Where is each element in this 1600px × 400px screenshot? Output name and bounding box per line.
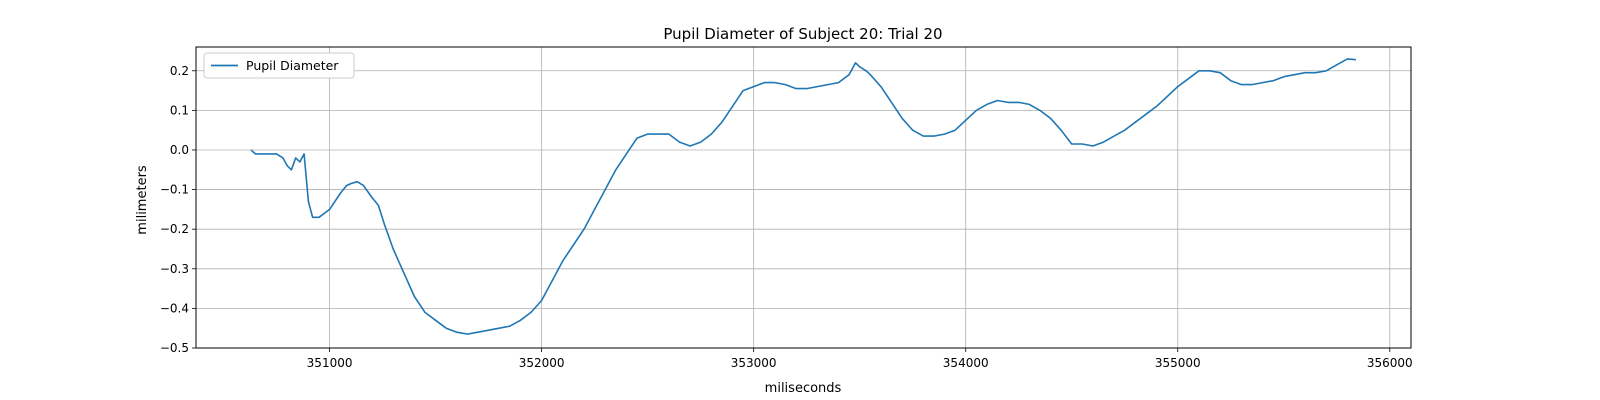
- y-tick-label: 0.2: [170, 64, 189, 78]
- y-tick-label: −0.2: [160, 222, 189, 236]
- y-axis-label: milimeters: [135, 165, 150, 235]
- x-tick-label: 354000: [943, 356, 989, 370]
- y-axis-ticks: −0.5 −0.4 −0.3 −0.2 −0.1 0.0 0.1 0.2: [160, 64, 196, 355]
- y-tick-label: 0.0: [170, 143, 189, 157]
- plot-area-frame: [195, 46, 1412, 349]
- chart-title: Pupil Diameter of Subject 20: Trial 20: [663, 25, 942, 43]
- series-lines: [250, 58, 1356, 335]
- legend: Pupil Diameter: [203, 52, 355, 79]
- x-tick-label: 356000: [1367, 356, 1413, 370]
- legend-label: Pupil Diameter: [246, 58, 339, 73]
- x-tick-label: 352000: [519, 356, 565, 370]
- grid: [196, 47, 1411, 349]
- y-tick-label: −0.4: [160, 301, 189, 315]
- x-axis-ticks: 351000 352000 353000 354000 355000 356000: [307, 348, 1413, 370]
- y-tick-label: −0.3: [160, 262, 189, 276]
- series-line-pupil-diameter: [250, 58, 1356, 335]
- x-axis-label: miliseconds: [765, 381, 842, 396]
- legend-box: [203, 52, 355, 79]
- x-tick-label: 351000: [307, 356, 353, 370]
- y-tick-label: −0.1: [160, 183, 189, 197]
- y-tick-label: −0.5: [160, 341, 189, 355]
- x-tick-label: 353000: [731, 356, 777, 370]
- x-tick-label: 355000: [1155, 356, 1201, 370]
- y-tick-label: 0.1: [170, 103, 189, 117]
